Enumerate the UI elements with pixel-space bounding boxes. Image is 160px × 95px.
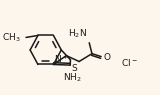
Text: O: O <box>104 53 111 62</box>
Text: NH$_2$: NH$_2$ <box>63 72 81 84</box>
Text: CH$_3$: CH$_3$ <box>2 31 20 44</box>
Text: H$_2$N: H$_2$N <box>68 27 87 40</box>
Text: S: S <box>71 64 77 73</box>
Text: N$^+$: N$^+$ <box>54 54 69 65</box>
Text: Cl$^-$: Cl$^-$ <box>121 57 138 68</box>
